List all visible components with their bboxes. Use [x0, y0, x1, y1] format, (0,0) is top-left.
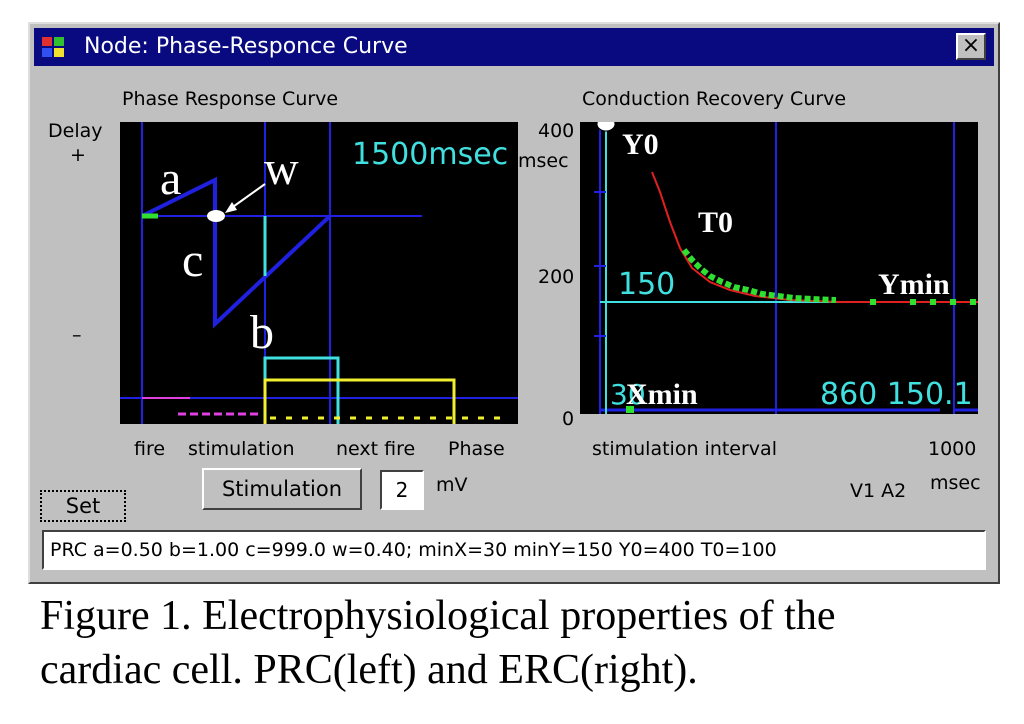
- erc-green-mid: [870, 299, 876, 305]
- erc-readout-30: 30: [610, 378, 646, 411]
- prc-label-c: c: [182, 234, 203, 287]
- erc-xunit: msec: [930, 472, 981, 494]
- voltage-unit: mV: [436, 474, 468, 496]
- prc-delay-label: Delay: [48, 120, 103, 142]
- erc-ytick-400: 400: [538, 120, 575, 142]
- set-button[interactable]: Set: [40, 490, 126, 522]
- y0-marker: [596, 122, 616, 132]
- stimulation-button[interactable]: Stimulation: [202, 468, 362, 510]
- prc-xlabel-fire: fire: [134, 438, 166, 460]
- figure-caption-line2: cardiac cell. PRC(left) and ERC(right).: [40, 647, 698, 693]
- prc-plus-label: +: [70, 144, 86, 166]
- erc-label-xmin: Xmin: [626, 378, 698, 411]
- prc-xlabel-stimulation: stimulation: [188, 438, 295, 460]
- prc-label-w: w: [264, 142, 299, 195]
- erc-xmax: 1000: [928, 438, 977, 460]
- prc-xlabel-phase: Phase: [448, 438, 505, 460]
- erc-ytick-0: 0: [562, 408, 575, 430]
- app-icon: [42, 37, 64, 57]
- erc-plot: 150 30 860 150.1 Y0 T0 Ymin Xmin: [580, 122, 978, 414]
- erc-label-ymin: Ymin: [878, 268, 950, 301]
- prc-yellow-pulse: [263, 378, 456, 424]
- erc-label-t0: T0: [698, 206, 733, 239]
- erc-green-xmin: [626, 406, 634, 413]
- title-bar[interactable]: Node: Phase-Responce Curve ×: [34, 28, 994, 66]
- prc-curve: [141, 176, 332, 329]
- erc-label-y0: Y0: [622, 128, 659, 161]
- prc-title: Phase Response Curve: [122, 88, 339, 110]
- app-window: Node: Phase-Responce Curve × Phase Respo…: [28, 22, 1000, 584]
- erc-channel: V1 A2: [850, 480, 907, 502]
- erc-green-points: [681, 248, 837, 303]
- w-arrow: [229, 183, 266, 210]
- erc-yunit: msec: [518, 150, 569, 172]
- w-arrowhead: [225, 202, 237, 213]
- prc-label-b: b: [250, 306, 274, 359]
- close-button[interactable]: ×: [956, 33, 986, 60]
- erc-ytick-200: 200: [538, 266, 575, 288]
- window-title: Node: Phase-Responce Curve: [84, 34, 408, 59]
- prc-minus-label: –: [72, 324, 82, 346]
- prc-xlabel-nextfire: next fire: [336, 438, 416, 460]
- status-field: PRC a=0.50 b=1.00 c=999.0 w=0.40; minX=3…: [42, 530, 986, 570]
- prc-label-a: a: [160, 152, 181, 205]
- erc-readout-xy: 860 150.1: [820, 377, 973, 412]
- prc-cyan-pulse: [263, 356, 340, 424]
- prc-period-readout: 1500msec: [352, 137, 508, 172]
- erc-readout-150: 150: [618, 267, 675, 302]
- prc-plot: 1500msec a w c b: [120, 122, 518, 424]
- erc-xlabel: stimulation interval: [592, 438, 777, 460]
- figure-caption-line1: Figure 1. Electrophysiological propertie…: [40, 593, 836, 639]
- voltage-input[interactable]: 2: [380, 470, 424, 510]
- w-point: [207, 210, 225, 222]
- erc-title: Conduction Recovery Curve: [582, 88, 847, 110]
